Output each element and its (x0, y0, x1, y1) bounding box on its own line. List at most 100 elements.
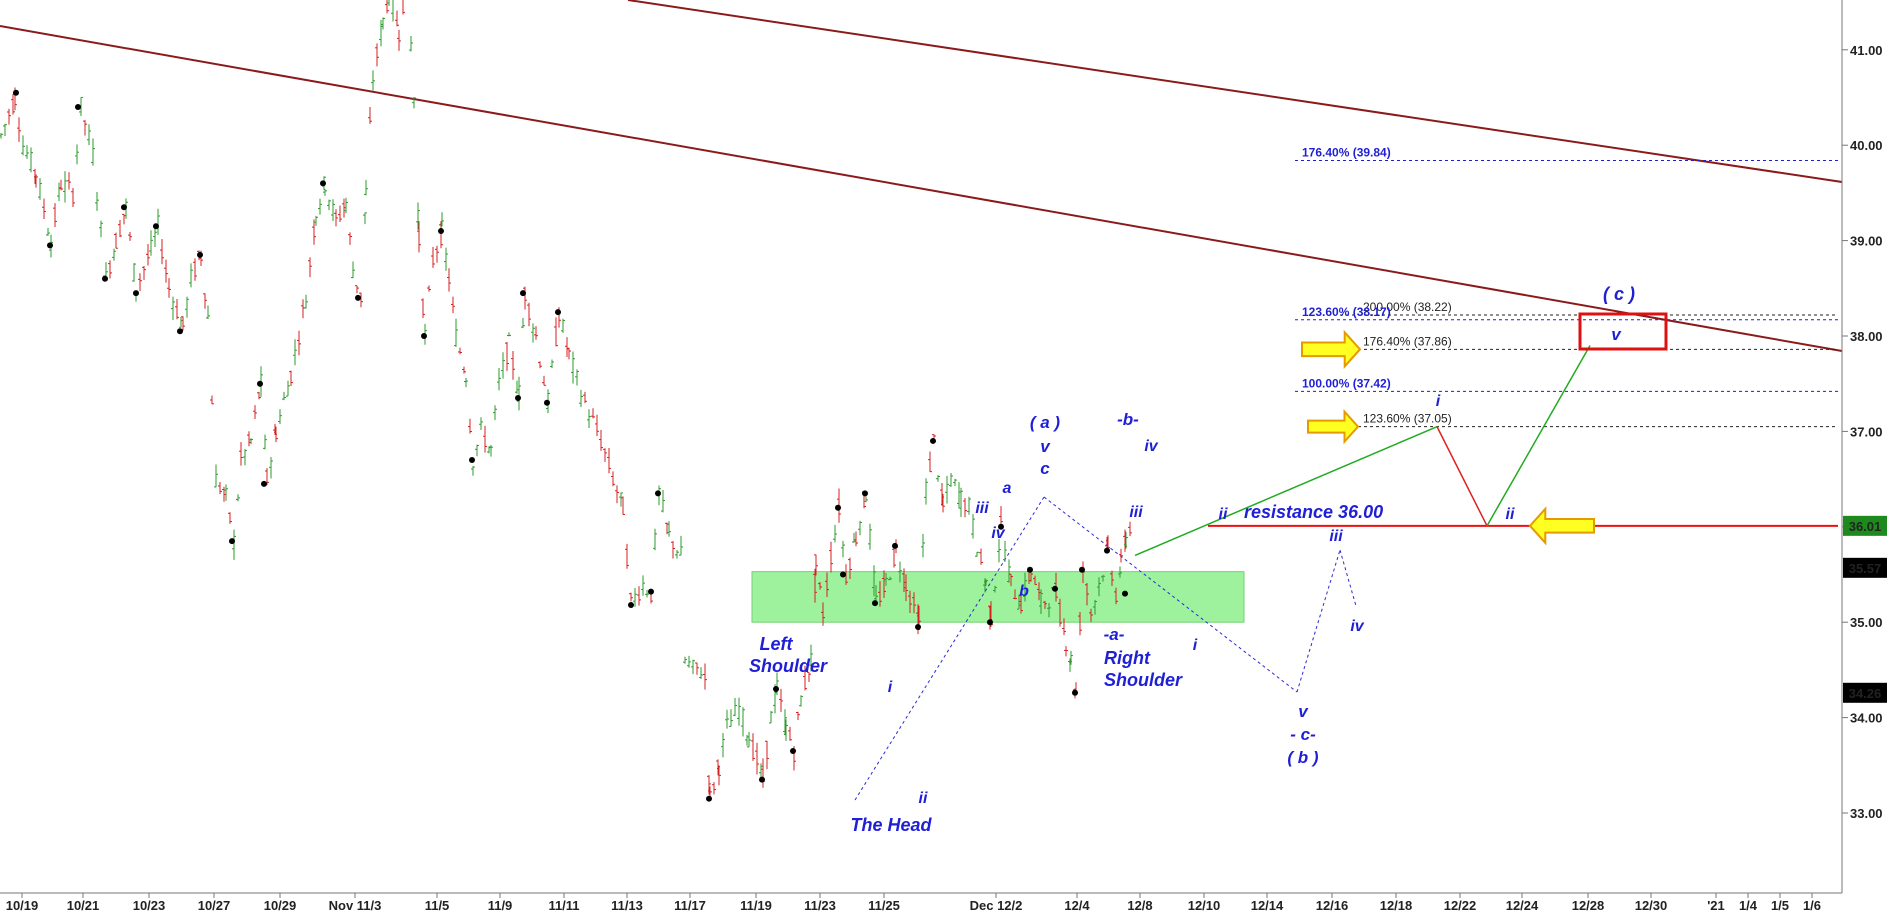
x-tick-label-13: 11/25 (868, 898, 900, 913)
x-tick-label-24: 12/30 (1635, 898, 1668, 913)
swing-point-32 (872, 600, 878, 607)
x-tick-label-19: 12/16 (1316, 898, 1349, 913)
wave-dotted-lines (854, 496, 1357, 801)
swing-point-27 (773, 685, 779, 692)
wave-count-label-7: iv (1144, 438, 1158, 455)
x-tick-label-18: 12/14 (1251, 898, 1284, 913)
wave-count-label-11: iv (1350, 618, 1364, 635)
x-tick-label-16: 12/8 (1127, 898, 1152, 913)
wave-count-label-0: i (888, 679, 893, 696)
price-box-label-1: 35.57 (1849, 561, 1882, 576)
swing-point-20 (544, 399, 550, 406)
swing-point-13 (355, 294, 361, 301)
swing-point-18 (515, 395, 521, 402)
lower-trendline (0, 25, 1843, 352)
wave-c-label: - c- (1290, 725, 1316, 744)
wave-c-label: ( b ) (1287, 748, 1318, 767)
wave-c-label: v (1298, 702, 1309, 721)
swing-point-3 (102, 275, 108, 282)
wave-count-label-10: iii (1329, 528, 1343, 545)
x-tick-label-6: 11/5 (425, 898, 450, 913)
wave-b-label: -b- (1117, 410, 1139, 429)
swing-point-30 (840, 571, 846, 578)
swing-point-9 (229, 538, 235, 545)
arrow-right-icon (1307, 409, 1360, 445)
swing-point-41 (1079, 566, 1085, 573)
price-box-0 (1843, 515, 1887, 536)
x-tick-label-0: 10/19 (6, 898, 39, 913)
swing-point-28 (790, 747, 796, 754)
swing-point-6 (153, 223, 159, 230)
swing-point-23 (648, 588, 654, 595)
y-tick-label-5: 38.00 (1850, 329, 1883, 344)
y-tick-label-2: 35.00 (1850, 615, 1883, 630)
swing-point-2 (75, 104, 81, 111)
swing-point-0 (13, 89, 19, 96)
x-tick-label-27: 1/5 (1771, 898, 1789, 913)
y-tick-label-0: 33.00 (1850, 806, 1883, 821)
wave-count-label-2: iii (975, 500, 989, 517)
swing-point-22 (628, 602, 634, 609)
x-tick-label-20: 12/18 (1380, 898, 1413, 913)
swing-point-21 (555, 309, 561, 316)
swing-point-19 (520, 290, 526, 297)
y-tick-label-4: 37.00 (1850, 424, 1883, 439)
wave-connector-1 (1043, 496, 1298, 693)
swing-point-4 (121, 204, 127, 211)
x-tick-label-15: 12/4 (1064, 898, 1090, 913)
x-tick-label-12: 11/23 (804, 898, 836, 913)
swing-point-29 (835, 504, 841, 511)
x-tick-label-2: 10/23 (133, 898, 166, 913)
resistance-label: resistance 36.00 (1244, 502, 1383, 522)
swing-point-11 (261, 480, 267, 487)
swing-point-5 (133, 290, 139, 297)
swing-point-25 (706, 795, 712, 802)
left-shoulder-label: Left (760, 634, 794, 654)
x-tick-label-10: 11/17 (674, 898, 706, 913)
swing-point-markers (13, 89, 1128, 802)
wave-connector-3 (1339, 549, 1357, 607)
swing-point-33 (892, 542, 898, 549)
x-tick-label-23: 12/28 (1572, 898, 1605, 913)
swing-point-17 (469, 457, 475, 464)
x-tick-label-28: 1/6 (1803, 898, 1821, 913)
right-shoulder-label: Right (1104, 648, 1151, 668)
wave-count-label-9: ii (1219, 506, 1228, 523)
fib-label-3: 176.40% (37.86) (1363, 334, 1452, 348)
wave-count-label-3: iv (991, 525, 1005, 542)
x-tick-label-14: Dec 12/2 (970, 898, 1023, 913)
arrow-right-icon (1301, 329, 1362, 369)
the-head-label: The Head (850, 815, 932, 835)
y-tick-labels: 33.0034.0035.0036.0037.0038.0039.0040.00… (1842, 43, 1883, 821)
x-tick-label-17: 12/10 (1188, 898, 1221, 913)
swing-point-26 (759, 776, 765, 783)
candlestick-series (0, 0, 1132, 801)
swing-point-39 (1052, 585, 1058, 592)
wave-count-label-6: iii (1129, 504, 1143, 521)
swing-point-37 (998, 523, 1004, 530)
wave-a-label: v (1040, 437, 1051, 456)
wave-a-label: ( a ) (1030, 413, 1061, 432)
price-box-1 (1843, 557, 1887, 578)
x-tick-label-1: 10/21 (67, 898, 100, 913)
swing-point-31 (862, 490, 868, 497)
swing-point-12 (320, 180, 326, 187)
wave-count-label-5: b (1019, 583, 1029, 600)
x-tick-label-26: 1/4 (1739, 898, 1758, 913)
swing-point-42 (1104, 547, 1110, 554)
x-tick-label-8: 11/11 (548, 898, 579, 913)
x-tick-label-3: 10/27 (198, 898, 231, 913)
swing-point-35 (930, 437, 936, 444)
swing-point-34 (915, 623, 921, 630)
trendline-layer (0, 0, 1843, 352)
swing-point-16 (421, 333, 427, 339)
wave-count-label-12: i (1436, 393, 1441, 410)
shoulder-zone-layer (751, 571, 1245, 623)
right-shoulder-label: Shoulder (1104, 670, 1183, 690)
fibonacci-levels: 176.40% (39.84)200.00% (38.22)123.60% (3… (1208, 145, 1838, 527)
y-tick-label-7: 40.00 (1850, 138, 1883, 153)
swing-point-8 (197, 251, 203, 258)
swing-point-43 (1122, 590, 1128, 597)
upper-trendline (627, 0, 1843, 183)
